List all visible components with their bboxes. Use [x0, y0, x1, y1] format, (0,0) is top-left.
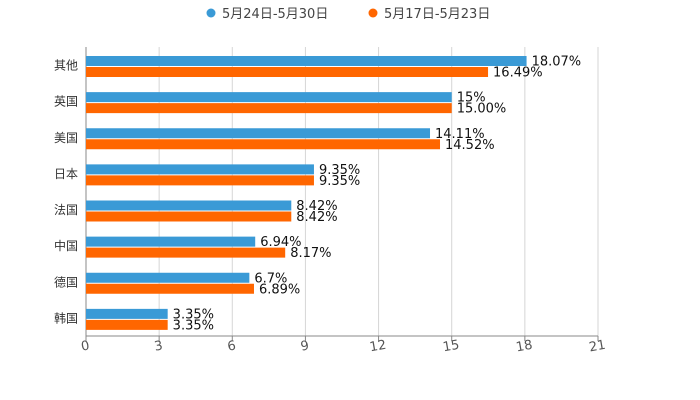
tick-label: 9	[299, 338, 310, 354]
x-axis-ticks: 0 3 6 9 12 15 18 21	[80, 336, 607, 355]
data-label: 14.52%	[445, 138, 495, 153]
bar	[86, 56, 527, 66]
tick-label: 15	[442, 338, 461, 356]
bar	[86, 308, 168, 319]
tick-label: 21	[588, 338, 607, 356]
bar	[86, 92, 452, 103]
category-label: 其他	[54, 59, 78, 73]
category-label: 英国	[54, 95, 78, 109]
bar	[86, 200, 292, 211]
bar	[86, 283, 254, 294]
category-label: 美国	[54, 131, 78, 145]
bar	[86, 247, 286, 258]
legend-label: 5月17日-5月23日	[384, 7, 490, 22]
data-labels: 18.07%16.49% 15%15.00% 14.11%14.52% 9.35%9.…	[173, 55, 581, 334]
data-label: 16.49%	[493, 66, 543, 81]
bar	[86, 67, 489, 77]
data-label: 3.35%	[173, 307, 214, 322]
bars	[86, 56, 527, 330]
legend-marker	[206, 8, 216, 18]
legend-label: 5月24日-5月30日	[222, 7, 328, 22]
bar	[86, 164, 314, 175]
bar	[86, 272, 250, 283]
category-label: 中国	[54, 238, 78, 253]
tick-label: 0	[80, 338, 91, 354]
data-label: 8.42%	[296, 199, 337, 214]
data-label: 8.17%	[290, 246, 331, 261]
data-label: 18.07%	[532, 55, 582, 70]
data-label: 9.35%	[319, 174, 360, 189]
data-label: 6.94%	[260, 235, 301, 250]
data-label: 6.7%	[254, 271, 287, 286]
bar	[86, 103, 452, 114]
legend-marker	[368, 8, 378, 18]
category-label: 德国	[54, 274, 78, 289]
legend-item: 5月17日-5月23日	[368, 7, 490, 22]
data-label: 14.11%	[435, 127, 485, 142]
bar	[86, 211, 292, 222]
data-label: 15%	[457, 91, 486, 106]
data-label: 8.42%	[296, 210, 337, 225]
bar	[86, 175, 314, 186]
category-label: 韩国	[54, 310, 78, 325]
bar	[86, 139, 441, 150]
tick-label: 18	[515, 338, 534, 356]
bar	[86, 319, 168, 330]
bar	[86, 128, 431, 139]
data-label: 9.35%	[319, 163, 360, 178]
legend-item: 5月24日-5月30日	[206, 7, 328, 22]
bar	[86, 236, 256, 247]
category-label: 法国	[54, 203, 78, 217]
legend: 5月24日-5月30日 5月17日-5月23日	[206, 7, 490, 22]
data-label: 3.35%	[173, 318, 214, 333]
tick-label: 12	[369, 338, 388, 356]
data-label: 15.00%	[457, 102, 507, 117]
category-label: 日本	[54, 167, 78, 181]
tick-label: 6	[226, 338, 237, 354]
tick-label: 3	[153, 338, 164, 354]
data-label: 6.89%	[259, 282, 300, 297]
